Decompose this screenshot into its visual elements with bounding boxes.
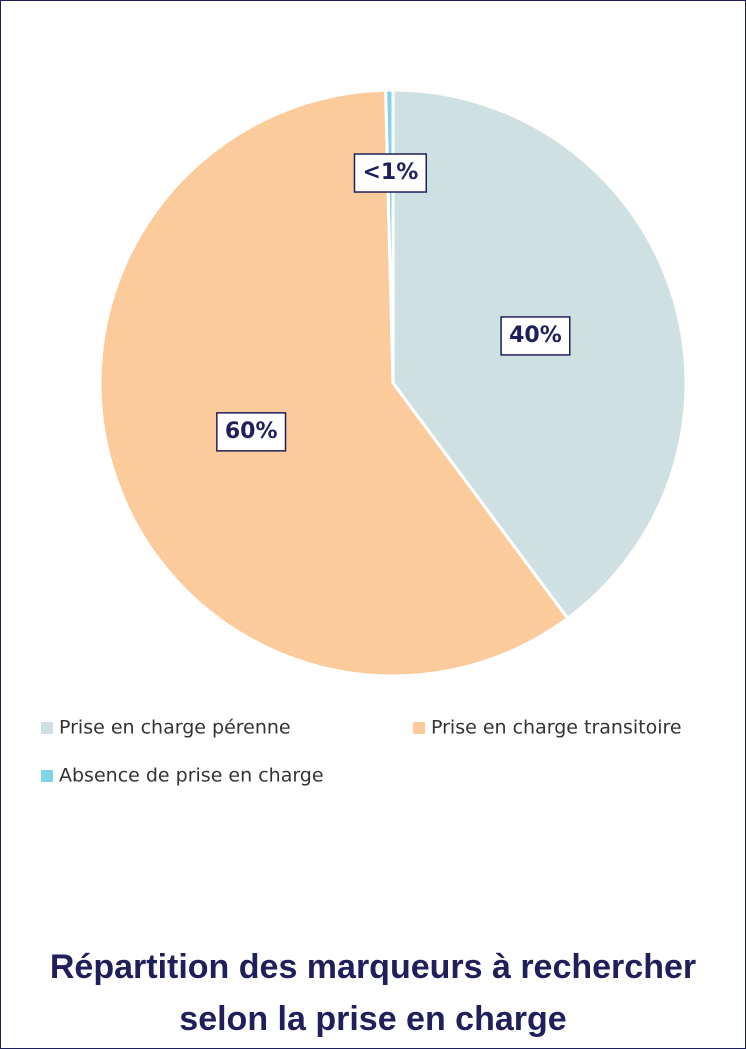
- legend-swatch: [41, 722, 53, 734]
- data-label-box: [353, 153, 428, 193]
- legend-label: Prise en charge transitoire: [431, 717, 682, 739]
- data-label-box: [216, 412, 287, 452]
- legend-label: Prise en charge pérenne: [59, 717, 291, 739]
- legend-label: Absence de prise en charge: [59, 765, 324, 787]
- chart: 40% 60% <1% Prise en charge pérenne Prise en…: [41, 88, 688, 787]
- data-label: 40%: [509, 323, 562, 348]
- legend-swatch: [413, 722, 425, 734]
- data-label: 60%: [225, 419, 278, 444]
- chart-title: Répartition des marqueurs à rechercher s…: [49, 948, 697, 1038]
- data-label: <1%: [362, 160, 418, 185]
- legend-swatch: [41, 770, 53, 782]
- data-label-box: [500, 316, 571, 356]
- pie-slice: [98, 88, 570, 678]
